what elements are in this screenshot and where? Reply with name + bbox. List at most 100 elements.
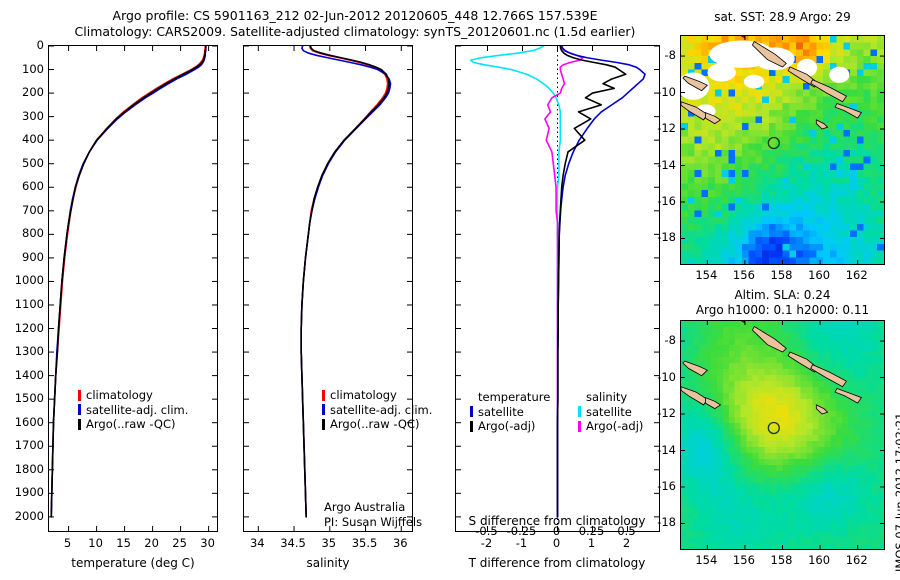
- legend-item: Argo(..raw -QC): [322, 417, 432, 432]
- depth-tick-label: 500: [22, 155, 44, 170]
- depth-tick-label: 800: [22, 226, 44, 241]
- axis-tick-label: 2: [622, 536, 631, 550]
- legend-item: Argo(..raw -QC): [78, 417, 188, 432]
- sla-map-title: Altim. SLA: 0.24 Argo h1000: 0.1 h2000: …: [675, 288, 890, 318]
- map-latitude-tick-label: -16: [657, 193, 676, 208]
- map-longitude-tick-label: 154: [695, 553, 718, 567]
- sst-map: [680, 35, 885, 265]
- title-line-1: Argo profile: CS 5901163_212 02-Jun-2012…: [112, 8, 598, 23]
- legend-label: satellite: [478, 404, 524, 419]
- map-latitude-tick-label: -12: [657, 406, 676, 421]
- legend-label: satellite-adj. clim.: [330, 402, 433, 417]
- depth-tick-label: 1200: [14, 320, 44, 335]
- map-latitude-tick-label: -10: [657, 369, 676, 384]
- legend-color-swatch: [78, 418, 81, 430]
- depth-tick-label: 900: [22, 249, 44, 264]
- map-longitude-tick-label: 156: [732, 268, 755, 282]
- axis-tick-label: 0.25: [578, 524, 605, 538]
- map-longitude-tick-label: 162: [845, 553, 868, 567]
- legend-label: satellite: [586, 404, 632, 419]
- difference-temperature-legend: temperature satellite Argo(-adj): [470, 390, 550, 434]
- legend-label: climatology: [86, 388, 153, 402]
- map-longitude-tick-label: 160: [808, 553, 831, 567]
- axis-tick-label: 0: [552, 536, 561, 550]
- legend-color-swatch: [578, 420, 581, 432]
- legend-color-swatch: [578, 406, 581, 418]
- legend-item: climatology: [322, 388, 432, 403]
- axis-tick-label: 20: [144, 536, 159, 550]
- difference-temperature-legend-header: temperature: [478, 390, 551, 404]
- sla-map-title-line-2: Argo h1000: 0.1 h2000: 0.11: [695, 303, 870, 317]
- legend-color-swatch: [470, 420, 473, 432]
- credit-pi: PI: Susan Wijffels: [324, 514, 423, 529]
- salinity-plot-svg: [244, 46, 412, 531]
- map-latitude-tick-label: -8: [664, 48, 676, 63]
- depth-tick-label: 1900: [14, 485, 44, 500]
- axis-tick-label: 15: [116, 536, 131, 550]
- legend-color-swatch: [78, 389, 81, 401]
- axis-tick-label: -0.5: [475, 524, 498, 538]
- difference-plot-svg: [456, 46, 659, 531]
- axis-tick-label: 10: [88, 536, 103, 550]
- map-latitude-tick-label: -10: [657, 84, 676, 99]
- map-longitude-tick-label: 156: [732, 553, 755, 567]
- depth-tick-label: 0: [36, 38, 44, 52]
- map-latitude-tick-label: -14: [657, 442, 676, 457]
- depth-tick-label: 1500: [14, 391, 44, 406]
- legend-item: satellite: [578, 405, 643, 420]
- legend-label: Argo(..raw -QC): [330, 417, 420, 431]
- temperature-axis-title: temperature (deg C): [71, 556, 195, 570]
- map-longitude-tick-label: 154: [695, 268, 718, 282]
- depth-tick-label: 200: [22, 85, 44, 100]
- map-longitude-tick-label: 160: [808, 268, 831, 282]
- axis-tick-label: -2: [480, 536, 493, 550]
- temperature-difference-axis-title: T difference from climatology: [468, 556, 646, 570]
- map-latitude-tick-label: -18: [657, 230, 676, 245]
- credit-org: Argo Australia: [324, 500, 406, 514]
- legend-label: satellite-adj. clim.: [86, 402, 189, 417]
- map-longitude-tick-label: 158: [770, 268, 793, 282]
- depth-tick-label: 1400: [14, 367, 44, 382]
- axis-tick-label: 1: [587, 536, 596, 550]
- legend-label: Argo(-adj): [478, 419, 536, 433]
- legend-label: Argo(..raw -QC): [86, 417, 176, 431]
- argo-australia-credit: Argo Australia PI: Susan Wijffels: [324, 500, 422, 529]
- depth-tick-label: 1800: [14, 461, 44, 476]
- map-latitude-tick-label: -8: [664, 333, 676, 348]
- axis-tick-label: 0.5: [617, 524, 636, 538]
- axis-tick-label: 34: [249, 536, 265, 550]
- figure-title: Argo profile: CS 5901163_212 02-Jun-2012…: [35, 8, 675, 40]
- imos-timestamp: IMOS 07-Jun-2012 17:02:21: [893, 412, 900, 572]
- temperature-profile-panel: [48, 45, 218, 532]
- sst-map-title: sat. SST: 28.9 Argo: 29: [714, 10, 851, 24]
- temperature-plot-svg: [49, 46, 217, 531]
- legend-color-swatch: [322, 389, 325, 401]
- axis-tick-label: -0.25: [506, 524, 537, 538]
- map-latitude-tick-label: -16: [657, 478, 676, 493]
- legend-item: Argo(-adj): [470, 419, 550, 434]
- axis-tick-label: 35: [321, 536, 337, 550]
- map-latitude-tick-label: -18: [657, 515, 676, 530]
- depth-tick-label: 1600: [14, 414, 44, 429]
- salinity-difference-axis-title: S difference from climatology: [468, 514, 646, 528]
- sst-map-svg: [681, 36, 884, 264]
- axis-tick-label: -1: [515, 536, 528, 550]
- depth-tick-label: 100: [22, 61, 44, 76]
- difference-salinity-legend-header: salinity: [586, 390, 628, 404]
- legend-item: satellite: [470, 405, 550, 420]
- map-latitude-tick-label: -12: [657, 121, 676, 136]
- sla-map: [680, 320, 885, 550]
- depth-tick-label: 2000: [14, 508, 44, 523]
- depth-tick-label: 1000: [14, 273, 44, 288]
- map-latitude-tick-label: -14: [657, 157, 676, 172]
- legend-label: climatology: [330, 388, 397, 402]
- difference-salinity-legend: salinity satellite Argo(-adj): [578, 390, 643, 434]
- map-longitude-tick-label: 158: [770, 553, 793, 567]
- axis-tick-label: 36: [392, 536, 408, 550]
- axis-tick-label: 34.5: [280, 536, 306, 550]
- depth-tick-label: 1300: [14, 344, 44, 359]
- legend-item: climatology: [78, 388, 188, 403]
- title-line-2: Climatology: CARS2009. Satellite-adjuste…: [74, 24, 636, 39]
- legend-item: satellite-adj. clim.: [322, 403, 432, 418]
